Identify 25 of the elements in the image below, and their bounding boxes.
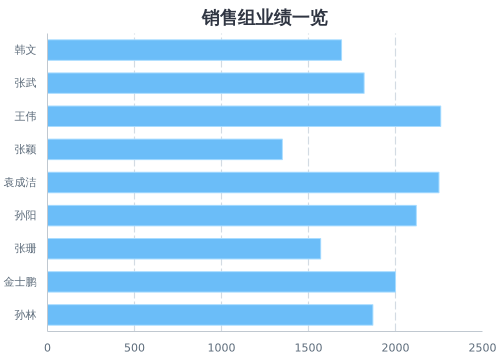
bar	[48, 39, 342, 61]
y-tick-label: 王伟	[14, 110, 36, 123]
bar	[48, 72, 365, 94]
x-tick-label: 1000	[208, 342, 236, 354]
chart-title: 销售组业绩一览	[201, 8, 328, 28]
y-tick-label: 张武	[14, 76, 36, 90]
bar	[48, 106, 442, 128]
bar	[48, 238, 322, 260]
bar	[48, 304, 374, 326]
y-tick-label: 孙阳	[14, 209, 36, 222]
bar	[48, 172, 440, 194]
bar	[48, 138, 283, 160]
y-tick-label: 孙林	[14, 308, 36, 322]
x-tick-label: 1500	[294, 342, 323, 354]
y-tick-label: 张珊	[14, 242, 36, 256]
bar	[48, 271, 396, 293]
x-tick-label: 500	[124, 342, 145, 354]
y-tick-label: 袁成洁	[4, 176, 36, 189]
y-tick-label: 韩文	[14, 44, 36, 57]
x-tick-label: 2000	[382, 342, 410, 354]
x-tick-label: 0	[44, 342, 51, 354]
y-tick-label: 张颖	[14, 142, 36, 156]
y-tick-label: 金士鹏	[4, 275, 36, 288]
bar	[48, 204, 417, 226]
x-tick-label: 2500	[468, 342, 497, 354]
